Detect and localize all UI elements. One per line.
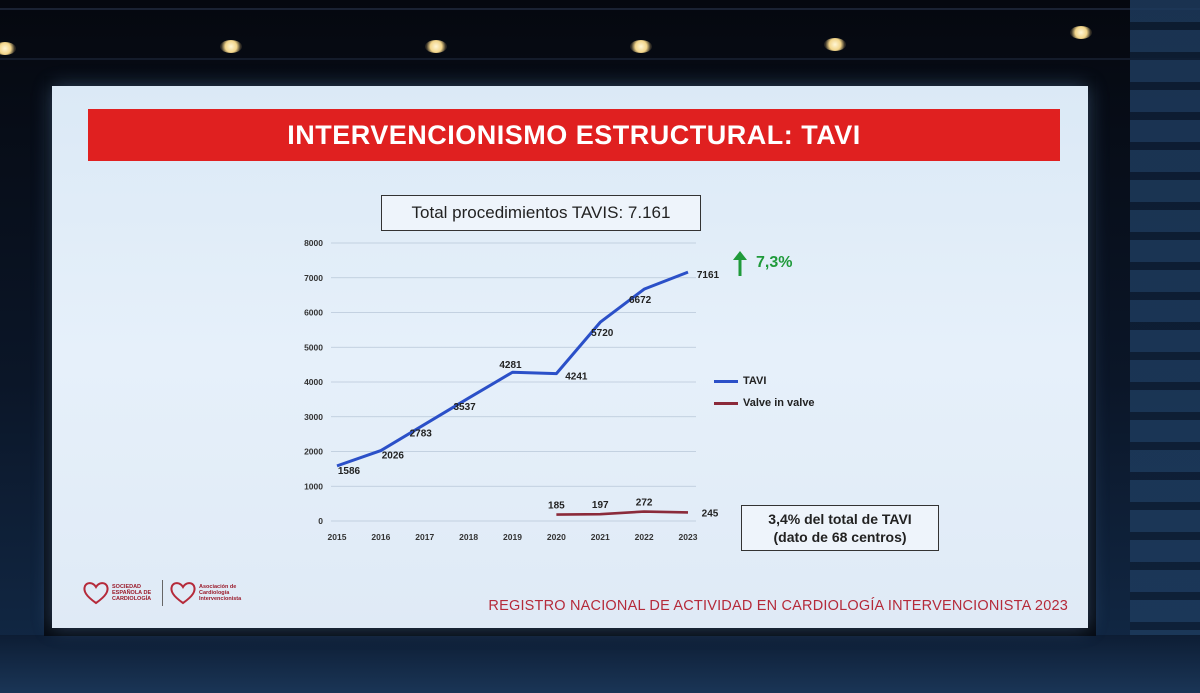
slide-title: INTERVENCIONISMO ESTRUCTURAL: TAVI — [287, 119, 861, 150]
y-tick-label: 6000 — [304, 308, 323, 318]
tavi-line-chart: 0 1000 2000 3000 4000 5000 6000 7000 8000 2015 201… — [304, 238, 720, 542]
total-procedures-text: Total procedimientos TAVIS: 7.161 — [411, 203, 671, 222]
sec-logo: SOCIEDAD ESPAÑOLA DE CARDIOLOGÍA — [82, 581, 156, 605]
stage-light-icon — [220, 40, 242, 53]
data-label: 185 — [548, 501, 565, 512]
total-procedures-box: Total procedimientos TAVIS: 7.161 — [381, 195, 701, 231]
valve-in-valve-note-box: 3,4% del total de TAVI (dato de 68 centr… — [741, 505, 939, 551]
logo-divider — [162, 580, 163, 606]
stage-light-icon — [425, 40, 447, 53]
data-label: 245 — [702, 508, 719, 519]
up-arrow-icon — [733, 251, 747, 276]
data-label: 7161 — [697, 270, 720, 281]
heart-logo-icon — [170, 582, 196, 605]
legend-item-tavi: TAVI — [714, 370, 815, 392]
y-tick-label: 4000 — [304, 377, 323, 387]
data-label: 197 — [592, 500, 609, 511]
logos: SOCIEDAD ESPAÑOLA DE CARDIOLOGÍA Asociac… — [82, 580, 243, 606]
x-tick-label: 2019 — [503, 532, 522, 542]
x-tick-label: 2020 — [547, 532, 566, 542]
note-line-1: 3,4% del total de TAVI — [768, 511, 912, 527]
stage-light-icon — [824, 38, 846, 51]
wall-panels — [1130, 0, 1200, 693]
slide-banner: INTERVENCIONISMO ESTRUCTURAL: TAVI — [88, 109, 1060, 161]
data-label: 4281 — [499, 360, 522, 371]
x-tick-label: 2017 — [415, 532, 434, 542]
x-tick-label: 2018 — [459, 532, 478, 542]
growth-percentage: 7,3% — [756, 254, 793, 271]
slide-footer: REGISTRO NACIONAL DE ACTIVIDAD EN CARDIO… — [488, 598, 1068, 614]
data-label: 2783 — [410, 428, 433, 439]
heart-logo-icon — [83, 582, 109, 605]
note-line-2: (dato de 68 centros) — [773, 529, 907, 545]
data-label: 2026 — [382, 451, 405, 462]
chart-legend: TAVI Valve in valve — [714, 370, 815, 414]
data-label: 1586 — [338, 466, 361, 477]
data-label: 6672 — [629, 295, 652, 306]
ceiling-truss — [0, 58, 1200, 60]
aci-logo-text: Asociación de Cardiología Intervencionis… — [199, 584, 242, 602]
x-tick-label: 2022 — [635, 532, 654, 542]
y-tick-label: 2000 — [304, 447, 323, 457]
sec-logo-text: SOCIEDAD ESPAÑOLA DE CARDIOLOGÍA — [112, 584, 152, 602]
data-label: 5720 — [591, 328, 614, 339]
x-tick-label: 2023 — [679, 532, 698, 542]
stage-floor — [0, 635, 1200, 693]
y-tick-label: 3000 — [304, 412, 323, 422]
data-label: 272 — [636, 498, 653, 509]
legend-swatch — [714, 379, 738, 383]
data-label: 4241 — [565, 372, 588, 383]
y-tick-label: 0 — [318, 516, 323, 526]
ceiling-truss — [0, 8, 1200, 10]
y-tick-label: 1000 — [304, 481, 323, 491]
legend-label: Valve in valve — [743, 397, 815, 409]
data-label: 3537 — [454, 402, 477, 413]
legend-label: TAVI — [743, 375, 767, 387]
legend-item-valve-in-valve: Valve in valve — [714, 392, 815, 414]
stage-light-icon — [630, 40, 652, 53]
aci-logo: Asociación de Cardiología Intervencionis… — [169, 581, 243, 605]
x-tick-label: 2016 — [371, 532, 390, 542]
y-tick-label: 8000 — [304, 238, 323, 248]
series-line-valve-in-valve — [556, 510, 689, 516]
stage-light-icon — [0, 42, 16, 55]
stage-light-icon — [1070, 26, 1092, 39]
y-tick-label: 5000 — [304, 342, 323, 352]
x-tick-label: 2021 — [591, 532, 610, 542]
legend-swatch — [714, 401, 738, 405]
projected-slide: INTERVENCIONISMO ESTRUCTURAL: TAVI Total… — [52, 86, 1088, 628]
y-tick-label: 7000 — [304, 273, 323, 283]
x-tick-label: 2015 — [328, 532, 347, 542]
